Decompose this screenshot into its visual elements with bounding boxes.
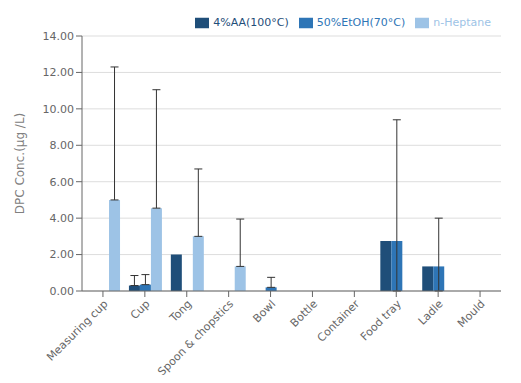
html-text:50%EtOH(70°C): 50%EtOH(70°C): [316, 16, 406, 29]
svg-text:Cup: Cup: [128, 297, 153, 322]
svg-text:8.00: 8.00: [50, 139, 75, 152]
svg-text:Food tray: Food tray: [358, 297, 404, 343]
svg-text:Bottle: Bottle: [288, 297, 320, 329]
svg-text:Bowl: Bowl: [250, 297, 278, 325]
svg-text:4.00: 4.00: [50, 212, 75, 225]
html-text:4%AA(100°C): 4%AA(100°C): [213, 16, 289, 29]
svg-text:Mould: Mould: [455, 297, 488, 330]
svg-text:2.00: 2.00: [50, 248, 75, 261]
svg-text:6.00: 6.00: [50, 176, 75, 189]
svg-text:Container: Container: [315, 297, 363, 345]
svg-text:0.00: 0.00: [50, 285, 75, 298]
svg-text:10.00: 10.00: [43, 103, 75, 116]
svg-text:14.00: 14.00: [43, 30, 75, 43]
svg-text:DPC Conc.(μg /L): DPC Conc.(μg /L): [13, 113, 27, 215]
svg-text:Spoon & chopstics: Spoon & chopstics: [155, 297, 236, 375]
svg-text:Measuring cup: Measuring cup: [44, 297, 110, 363]
html-text:n-Heptane: n-Heptane: [433, 16, 491, 29]
svg-text:Ladle: Ladle: [416, 297, 446, 327]
svg-text:12.00: 12.00: [43, 66, 75, 79]
svg-text:Tong: Tong: [166, 297, 194, 325]
